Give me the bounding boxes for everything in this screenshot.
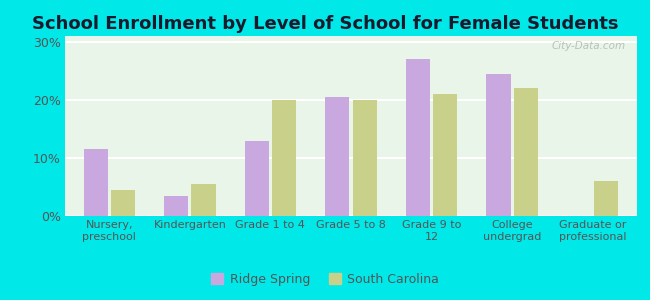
Bar (244, 140, 269, 216)
Bar (594, 181, 618, 216)
Bar (272, 100, 296, 216)
Bar (514, 88, 538, 216)
Bar (84, 149, 108, 216)
Bar (406, 59, 430, 216)
Text: City-Data.com: City-Data.com (551, 41, 625, 51)
Bar (325, 97, 350, 216)
Bar (433, 94, 458, 216)
Bar (164, 196, 188, 216)
Bar (486, 74, 510, 216)
Text: School Enrollment by Level of School for Female Students: School Enrollment by Level of School for… (32, 15, 618, 33)
Bar (352, 100, 377, 216)
Bar (111, 190, 135, 216)
Legend: Ridge Spring, South Carolina: Ridge Spring, South Carolina (206, 268, 444, 291)
Bar (192, 184, 216, 216)
